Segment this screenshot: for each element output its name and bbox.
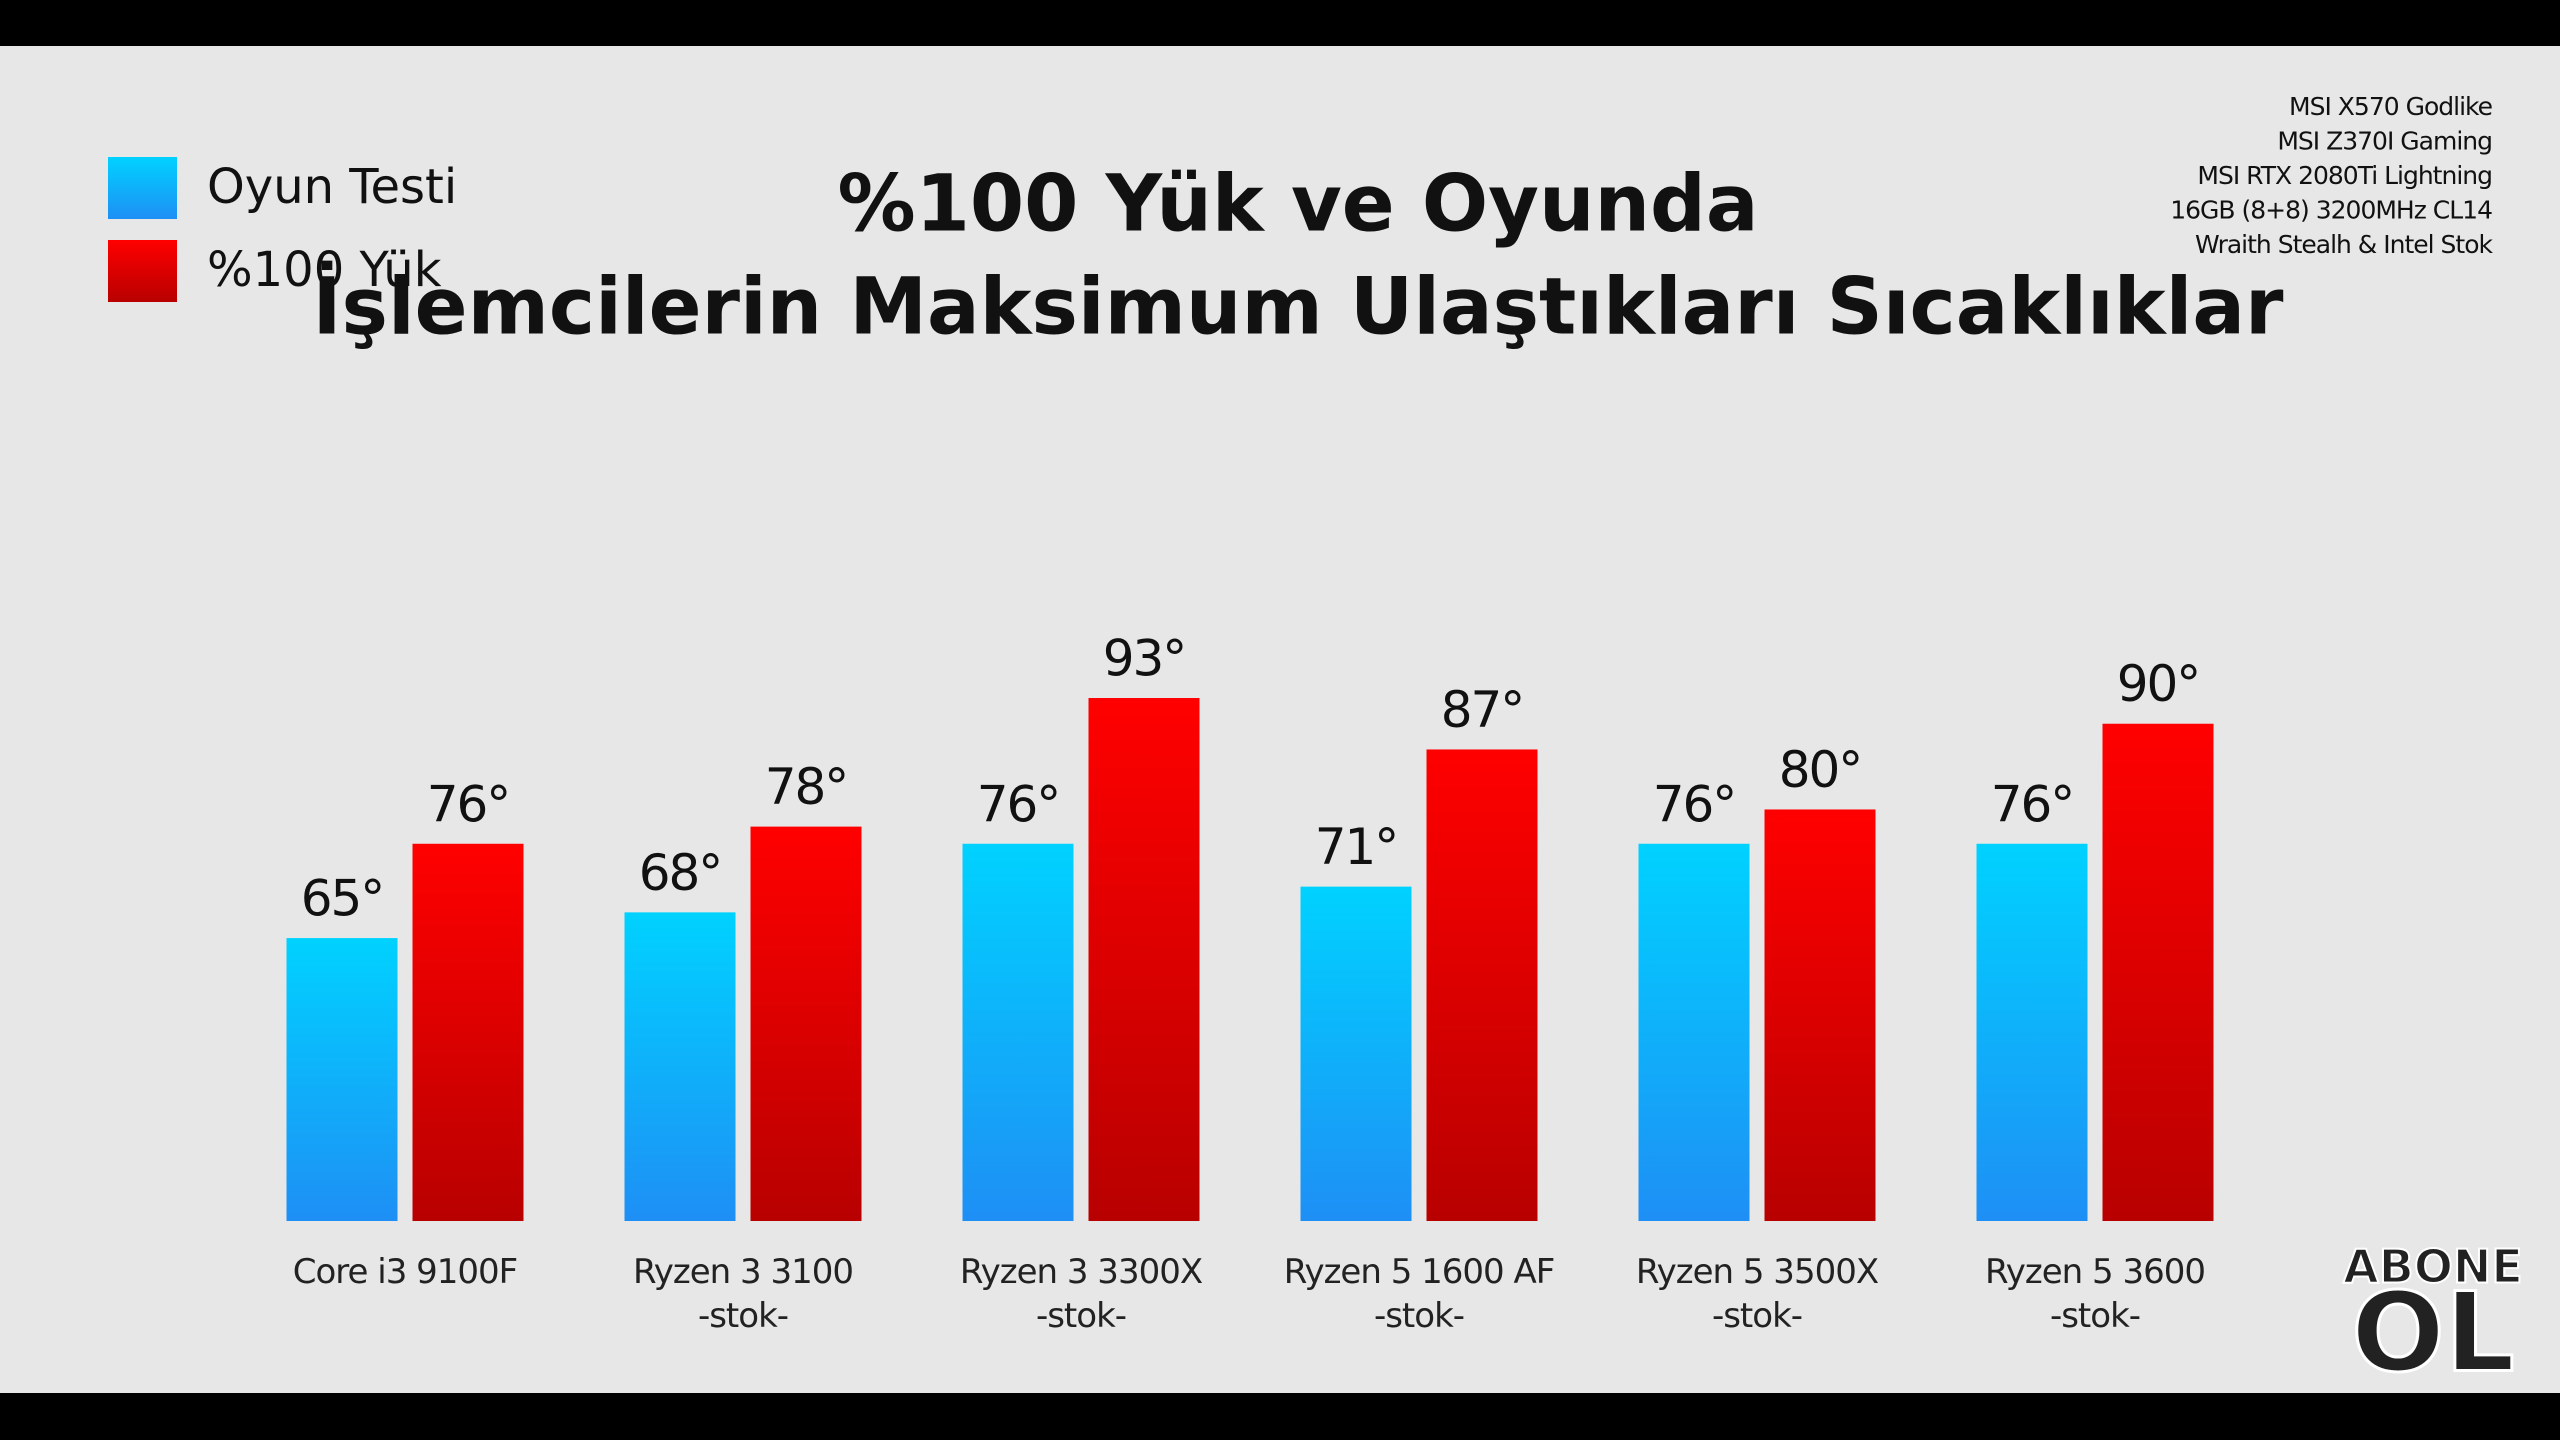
spec-line: MSI RTX 2080Ti Lightning — [2197, 161, 2492, 190]
value-label: 78° — [765, 758, 848, 816]
x-tick-label: Ryzen 3 3300X -stok- — [959, 1252, 1203, 1336]
value-label: 90° — [2117, 655, 2200, 713]
bar — [412, 843, 524, 1221]
x-tick-label: Ryzen 3 3100 -stok- — [633, 1252, 854, 1336]
bar — [750, 826, 862, 1221]
x-tick-label: Ryzen 5 1600 AF -stok- — [1283, 1252, 1556, 1336]
x-tick-label: Core i3 9100F — [292, 1252, 518, 1292]
bar — [1088, 698, 1200, 1221]
bar — [1426, 749, 1538, 1221]
bar — [624, 912, 736, 1221]
bar — [286, 938, 398, 1221]
bar — [1638, 843, 1750, 1221]
bar — [1976, 843, 2088, 1221]
spec-line: MSI Z370I Gaming — [2277, 127, 2492, 156]
value-label: 80° — [1779, 741, 1862, 799]
x-tick-label: Ryzen 5 3500X -stok- — [1635, 1252, 1879, 1336]
value-label: 71° — [1315, 818, 1398, 876]
badge-text[interactable]: OL — [2350, 1267, 2517, 1398]
bar — [2102, 723, 2214, 1221]
legend-label: %100 Yük — [207, 242, 442, 298]
value-label: 76° — [977, 775, 1060, 833]
value-label: 76° — [427, 775, 510, 833]
bar — [962, 843, 1074, 1221]
value-label: 93° — [1103, 630, 1186, 688]
value-label: 65° — [301, 870, 384, 928]
chart-title: İşlemcilerin Maksimum Ulaştıkları Sıcakl… — [313, 260, 2285, 352]
bar — [1764, 809, 1876, 1221]
legend-swatch — [108, 157, 177, 219]
value-label: 87° — [1441, 681, 1524, 739]
chart-title: %100 Yük ve Oyunda — [837, 159, 1758, 249]
badge-text[interactable]: ABONE — [2342, 1239, 2524, 1295]
value-label: 68° — [639, 844, 722, 902]
legend-swatch — [108, 240, 177, 302]
value-label: 76° — [1991, 775, 2074, 833]
legend-label: Oyun Testi — [207, 159, 457, 215]
value-label: 76° — [1653, 775, 1736, 833]
x-tick-label: Ryzen 5 3600 -stok- — [1985, 1252, 2206, 1336]
spec-line: MSI X570 Godlike — [2289, 92, 2493, 121]
bar — [1300, 886, 1412, 1221]
spec-line: 16GB (8+8) 3200MHz CL14 — [2170, 196, 2492, 225]
spec-line: Wraith Stealh & Intel Stok — [2195, 230, 2494, 259]
